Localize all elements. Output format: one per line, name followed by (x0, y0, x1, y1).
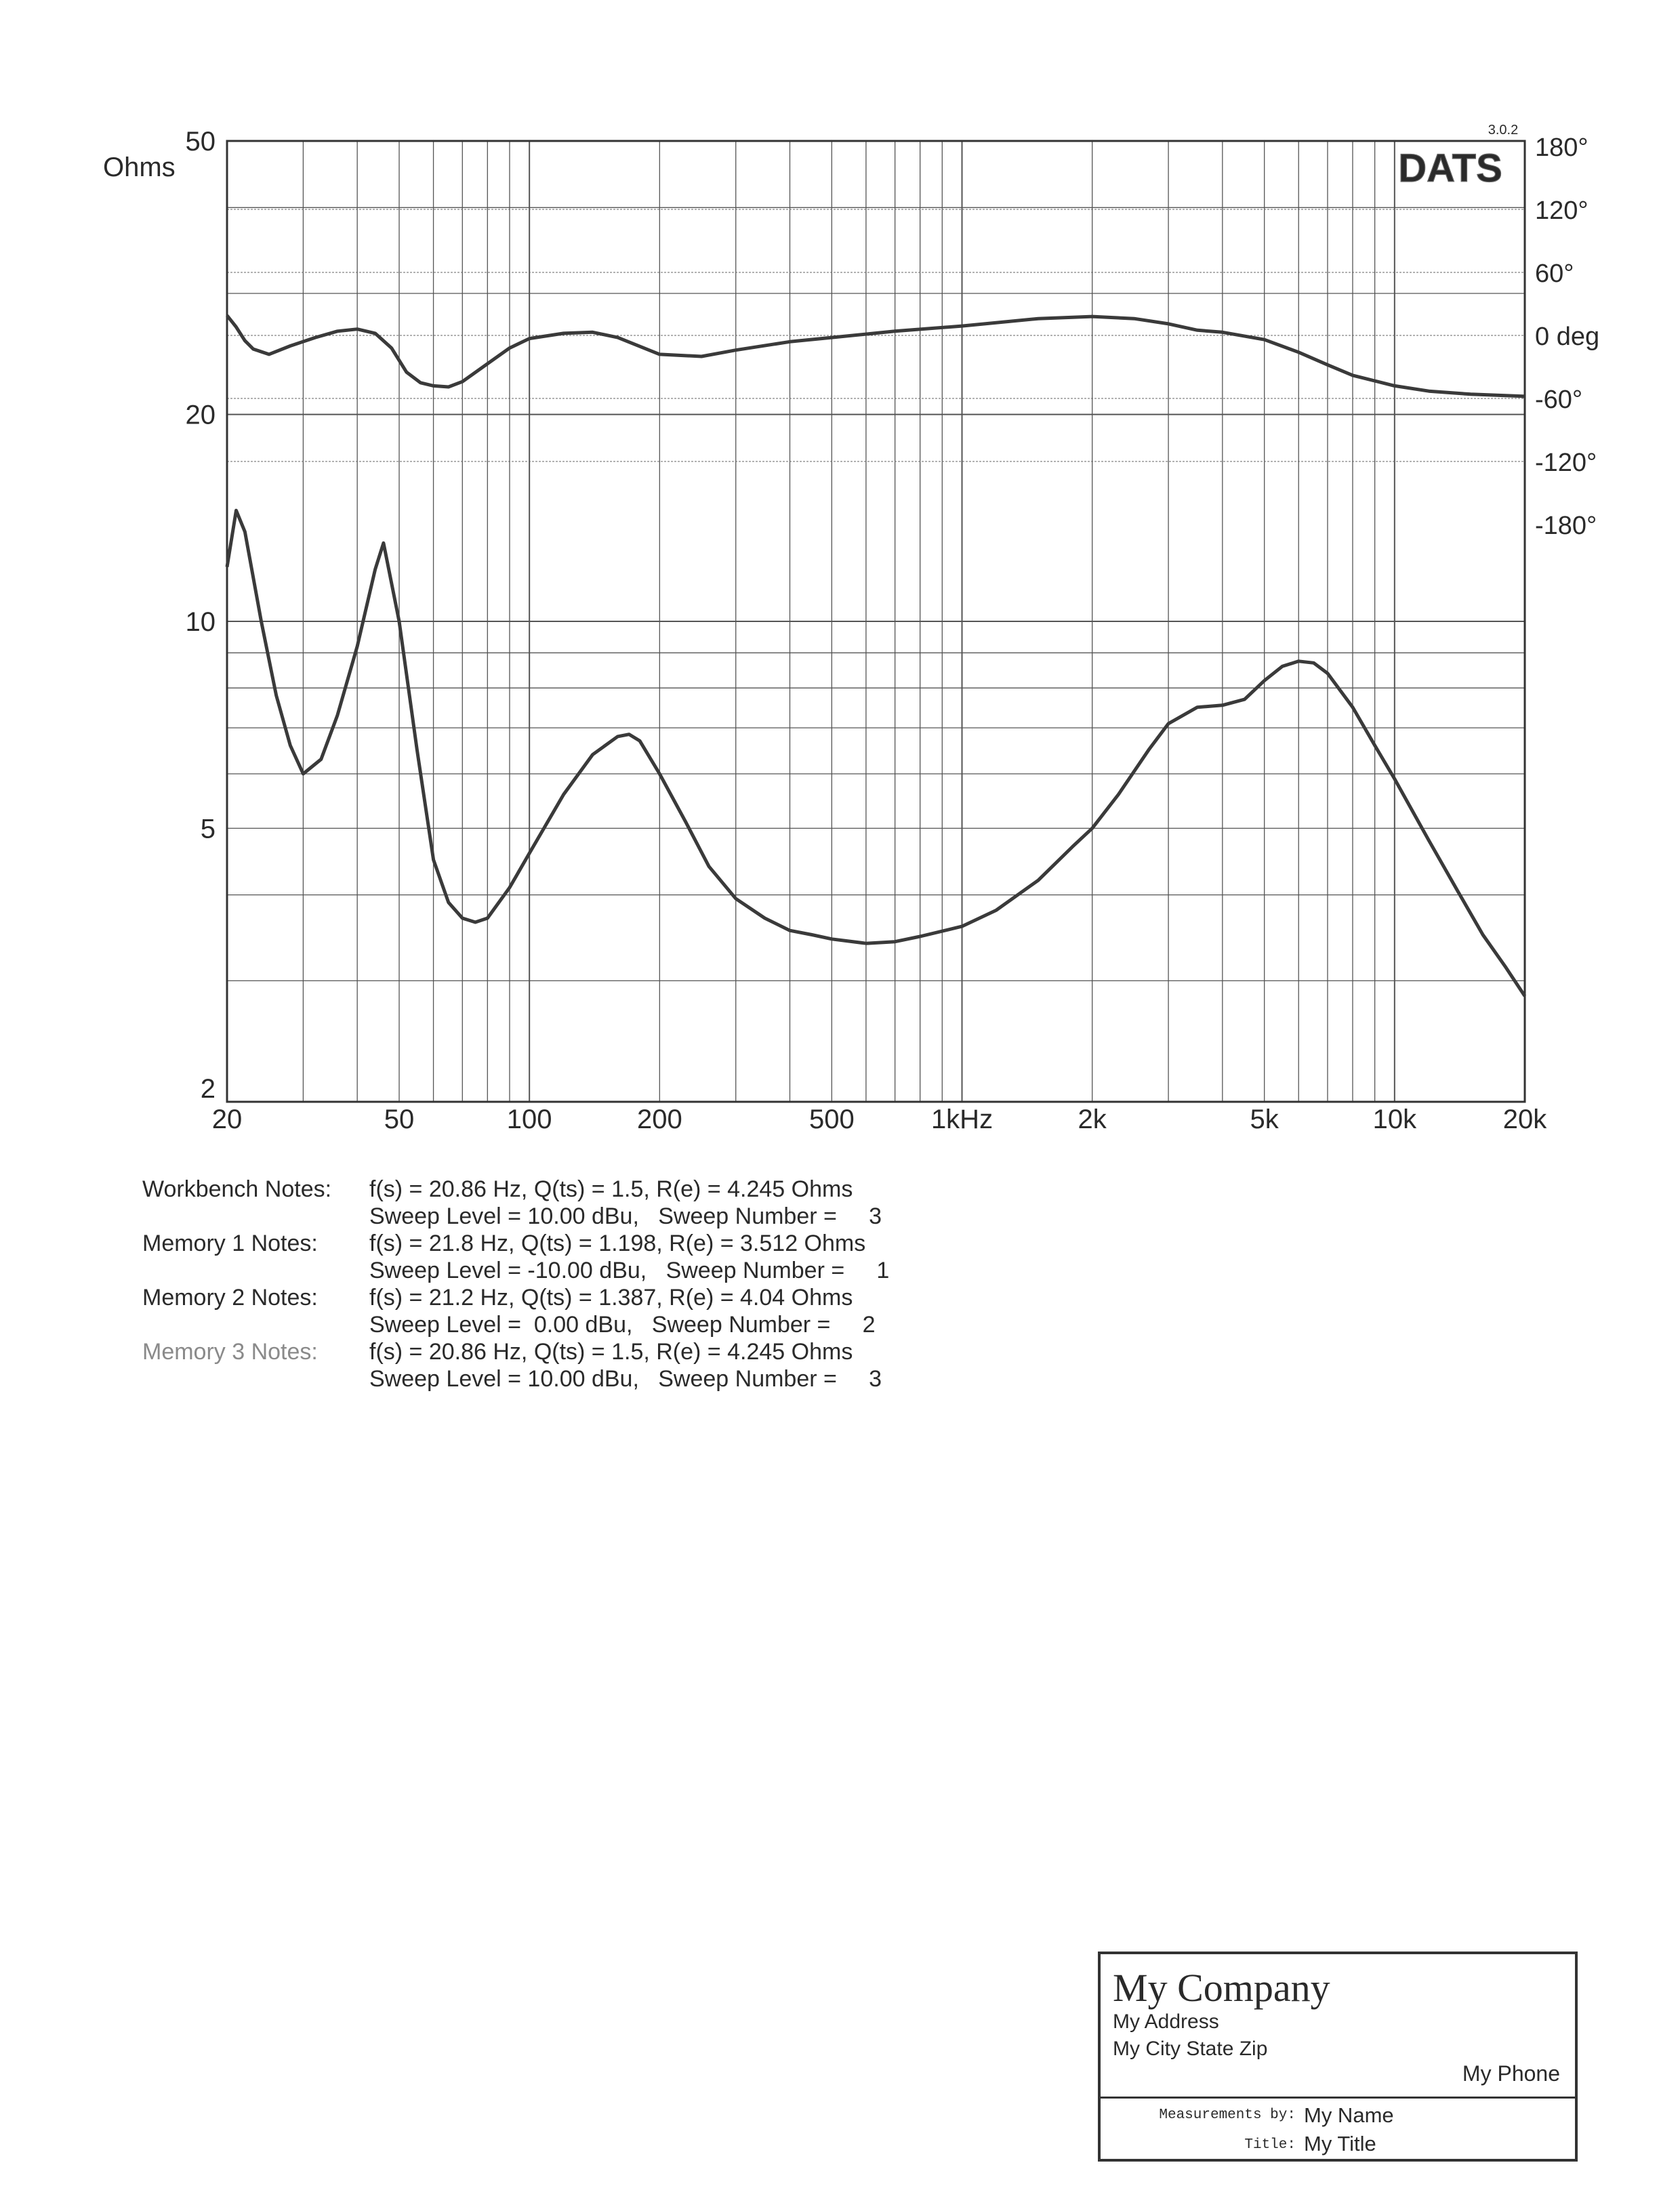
notes-line-sweep: Sweep Level = -10.00 dBu, Sweep Number =… (369, 1258, 890, 1283)
x-tick-label: 5k (1250, 1105, 1279, 1134)
x-tick-label: 20k (1503, 1105, 1547, 1134)
plot-frame (226, 140, 1526, 1103)
y-tick-label-left: 2 (201, 1074, 216, 1104)
notes-line-sweep: Sweep Level = 10.00 dBu, Sweep Number = … (369, 1203, 882, 1229)
notes-label: Memory 3 Notes: (142, 1339, 318, 1365)
x-tick-label: 2k (1078, 1105, 1107, 1134)
measurements-by-value: My Name (1304, 2103, 1394, 2127)
notes-line-params: f(s) = 20.86 Hz, Q(ts) = 1.5, R(e) = 4.2… (369, 1339, 853, 1365)
notes-label: Memory 1 Notes: (142, 1231, 318, 1256)
company-city: My City State Zip (1113, 2038, 1268, 2060)
notes-line-params: f(s) = 21.2 Hz, Q(ts) = 1.387, R(e) = 4.… (369, 1285, 853, 1310)
x-tick-label: 200 (637, 1105, 682, 1134)
impedance-chart: Ohms 2 5 10 20 50 180° 120° 60° 0 deg -60° -120° -18… (103, 123, 1599, 1134)
y-tick-label-left: 50 (186, 127, 216, 157)
notes-line-params: f(s) = 21.8 Hz, Q(ts) = 1.198, R(e) = 3.… (369, 1231, 866, 1256)
phase-curve (226, 314, 1525, 398)
x-tick-label: 500 (809, 1105, 855, 1134)
company-phone: My Phone (1462, 2061, 1560, 2086)
title-block: My Company My Address My City State Zip … (1098, 1952, 1578, 2162)
notes-row-memory-3: Memory 3 Notes: f(s) = 20.86 Hz, Q(ts) =… (142, 1338, 889, 1392)
dats-logo: DATS (1398, 146, 1502, 190)
x-tick-label: 20 (212, 1105, 243, 1134)
y-tick-label-right: -180° (1535, 512, 1597, 540)
y-tick-label-right: 120° (1535, 197, 1589, 225)
company-address: My Address (1113, 2010, 1219, 2033)
notes-row-workbench: Workbench Notes: f(s) = 20.86 Hz, Q(ts) … (142, 1176, 889, 1230)
notes-row-memory-1: Memory 1 Notes: f(s) = 21.8 Hz, Q(ts) = … (142, 1230, 889, 1284)
impedance-curve (225, 508, 1527, 997)
measurements-by-label: Measurements by: (1159, 2107, 1296, 2123)
notes-line-params: f(s) = 20.86 Hz, Q(ts) = 1.5, R(e) = 4.2… (369, 1176, 853, 1202)
y-tick-label-right: -120° (1535, 449, 1597, 477)
notes-line-sweep: Sweep Level = 10.00 dBu, Sweep Number = … (369, 1366, 882, 1392)
company-address-block: My Address My City State Zip (1113, 2008, 1267, 2063)
y-tick-label-left: 5 (201, 814, 216, 844)
title-label: Title: (1244, 2137, 1296, 2153)
y-tick-label-right: 0 deg (1535, 323, 1599, 351)
notes-row-memory-2: Memory 2 Notes: f(s) = 21.2 Hz, Q(ts) = … (142, 1284, 889, 1338)
y-tick-label-left: 10 (186, 607, 216, 637)
notes-label: Memory 2 Notes: (142, 1285, 318, 1310)
title-value: My Title (1304, 2132, 1376, 2155)
x-tick-label: 1kHz (931, 1105, 993, 1134)
notes-line-sweep: Sweep Level = 0.00 dBu, Sweep Number = 2 (369, 1312, 876, 1338)
x-tick-label: 100 (507, 1105, 552, 1134)
notes-label: Workbench Notes: (142, 1176, 332, 1202)
title-block-header: My Company My Address My City State Zip … (1101, 1954, 1575, 2099)
x-tick-label: 50 (384, 1105, 415, 1134)
notes-section: Workbench Notes: f(s) = 20.86 Hz, Q(ts) … (142, 1176, 889, 1392)
y-tick-label-right: 180° (1535, 133, 1589, 162)
software-version: 3.0.2 (1488, 123, 1518, 138)
y-tick-label-right: 60° (1535, 260, 1574, 288)
y-axis-label-left: Ohms (103, 152, 176, 182)
company-name: My Company (1113, 1966, 1330, 2010)
y-tick-label-left: 20 (186, 400, 216, 430)
y-tick-label-right: -60° (1535, 386, 1582, 414)
x-tick-label: 10k (1373, 1105, 1417, 1134)
